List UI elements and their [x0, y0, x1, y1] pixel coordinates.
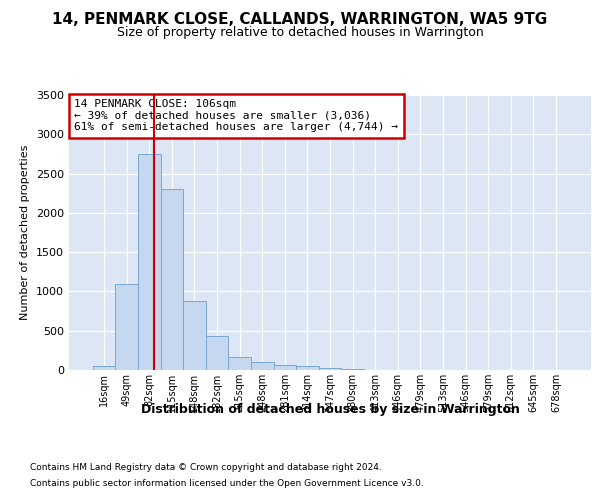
Bar: [206, 336, 229, 370]
Bar: [296, 366, 319, 370]
Text: 14 PENMARK CLOSE: 106sqm
← 39% of detached houses are smaller (3,036)
61% of sem: 14 PENMARK CLOSE: 106sqm ← 39% of detach…: [74, 99, 398, 132]
Bar: [229, 357, 251, 370]
Text: Contains HM Land Registry data © Crown copyright and database right 2024.: Contains HM Land Registry data © Crown c…: [30, 464, 382, 472]
Y-axis label: Number of detached properties: Number of detached properties: [20, 145, 31, 320]
Bar: [138, 154, 161, 370]
Bar: [319, 368, 341, 370]
Bar: [251, 362, 274, 370]
Bar: [93, 366, 115, 370]
Bar: [341, 369, 364, 370]
Bar: [161, 190, 183, 370]
Text: Distribution of detached houses by size in Warrington: Distribution of detached houses by size …: [140, 402, 520, 415]
Text: 14, PENMARK CLOSE, CALLANDS, WARRINGTON, WA5 9TG: 14, PENMARK CLOSE, CALLANDS, WARRINGTON,…: [52, 12, 548, 28]
Bar: [115, 284, 138, 370]
Bar: [274, 365, 296, 370]
Bar: [183, 301, 206, 370]
Text: Size of property relative to detached houses in Warrington: Size of property relative to detached ho…: [116, 26, 484, 39]
Text: Contains public sector information licensed under the Open Government Licence v3: Contains public sector information licen…: [30, 478, 424, 488]
